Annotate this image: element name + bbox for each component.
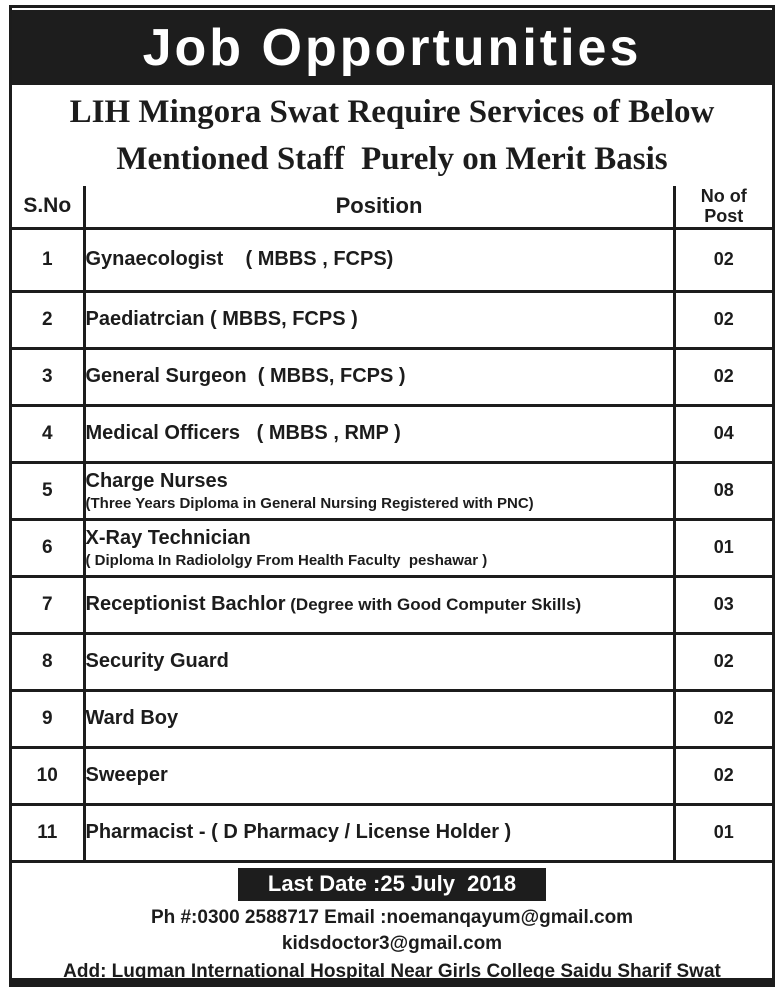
row-posts: 04 (672, 403, 772, 464)
row-position-detail: ( Diploma In Radiololgy From Health Facu… (85, 551, 488, 569)
ad-frame: Job Opportunities LIH Mingora Swat Requi… (9, 5, 775, 987)
header-posts: No of Post (672, 186, 772, 230)
header-sno: S.No (12, 186, 86, 230)
table-row: 11 Pharmacist - ( D Pharmacy / License H… (12, 802, 772, 863)
row-position-cell: Sweeper (82, 745, 676, 806)
row-posts: 01 (672, 802, 772, 863)
row-sno: 1 (12, 226, 86, 293)
row-position-cell: Security Guard (82, 631, 676, 692)
row-position: Ward Boy (85, 707, 179, 729)
row-posts: 08 (672, 460, 772, 521)
email-line2: kidsdoctor3@gmail.com (281, 932, 503, 954)
row-posts: 02 (672, 631, 772, 692)
row-position: Security Guard (85, 650, 229, 672)
subtitle-line2: Mentioned Staff Purely on Merit Basis (116, 140, 668, 177)
table-row: 10 Sweeper 02 (12, 745, 772, 806)
row-sno: 5 (12, 460, 86, 521)
row-position: Paediatrcian ( MBBS, FCPS ) (85, 308, 358, 330)
last-date-banner: Last Date :25 July 2018 (237, 867, 547, 901)
row-sno: 3 (12, 346, 86, 407)
job-table: S.No Position No of Post 1 Gynaecologist… (12, 186, 772, 863)
row-position-cell: General Surgeon ( MBBS, FCPS ) (82, 346, 676, 407)
ad-footer: Last Date :25 July 2018 Ph #:0300 258871… (12, 863, 772, 984)
row-position-cell: Receptionist Bachlor (Degree with Good C… (82, 574, 676, 635)
row-sno: 6 (12, 517, 86, 578)
table-row: 3 General Surgeon ( MBBS, FCPS ) 02 (12, 346, 772, 407)
row-position-cell: Medical Officers ( MBBS , RMP ) (82, 403, 676, 464)
row-posts: 03 (672, 574, 772, 635)
row-position: Pharmacist - ( D Pharmacy / License Hold… (85, 821, 512, 843)
job-table-body: 1 Gynaecologist ( MBBS , FCPS) 02 2 Paed… (12, 226, 772, 863)
header-position: Position (82, 186, 676, 230)
row-position-cell: Gynaecologist ( MBBS , FCPS) (82, 226, 676, 293)
table-row: 9 Ward Boy 02 (12, 688, 772, 749)
row-posts: 02 (672, 289, 772, 350)
subtitle-line1: LIH Mingora Swat Require Services of Bel… (69, 93, 715, 130)
table-row: 8 Security Guard 02 (12, 631, 772, 692)
table-row: 7 Receptionist Bachlor (Degree with Good… (12, 574, 772, 635)
row-position: Sweeper (85, 764, 168, 786)
row-sno: 10 (12, 745, 86, 806)
row-posts: 01 (672, 517, 772, 578)
row-posts: 02 (672, 745, 772, 806)
row-sno: 9 (12, 688, 86, 749)
table-row: 1 Gynaecologist ( MBBS , FCPS) 02 (12, 226, 772, 293)
table-row: 5 Charge Nurses (Three Years Diploma in … (12, 460, 772, 521)
table-row: 2 Paediatrcian ( MBBS, FCPS ) 02 (12, 289, 772, 350)
row-position: Gynaecologist ( MBBS , FCPS) (85, 248, 394, 270)
row-sno: 7 (12, 574, 86, 635)
row-posts: 02 (672, 688, 772, 749)
ad-title: Job Opportunities (142, 18, 642, 77)
address-line: Add: Luqman International Hospital Near … (63, 960, 721, 982)
row-posts: 02 (672, 226, 772, 293)
row-posts: 02 (672, 346, 772, 407)
row-position-cell: Pharmacist - ( D Pharmacy / License Hold… (82, 802, 676, 863)
title-banner: Job Opportunities (12, 10, 772, 85)
row-position-detail: (Three Years Diploma in General Nursing … (85, 494, 534, 512)
table-header-row: S.No Position No of Post (12, 186, 772, 230)
row-position-note: (Degree with Good Computer Skills) (285, 595, 582, 614)
ad-subtitle: LIH Mingora Swat Require Services of Bel… (12, 85, 772, 186)
row-position: Charge Nurses (85, 469, 228, 492)
table-row: 4 Medical Officers ( MBBS , RMP ) 04 (12, 403, 772, 464)
row-position-cell: Charge Nurses (Three Years Diploma in Ge… (82, 460, 676, 521)
row-position-cell: X-Ray Technician ( Diploma In Radiololgy… (82, 517, 676, 578)
row-sno: 11 (12, 802, 86, 863)
row-sno: 4 (12, 403, 86, 464)
row-position: General Surgeon ( MBBS, FCPS ) (85, 365, 406, 387)
row-position: X-Ray Technician (85, 526, 251, 549)
table-row: 6 X-Ray Technician ( Diploma In Radiolol… (12, 517, 772, 578)
row-position-cell: Ward Boy (82, 688, 676, 749)
row-sno: 2 (12, 289, 86, 350)
row-position: Medical Officers ( MBBS , RMP ) (85, 422, 401, 444)
row-position: Receptionist Bachlor (85, 593, 286, 615)
row-sno: 8 (12, 631, 86, 692)
phone-email-line: Ph #:0300 2588717 Email :noemanqayum@gma… (150, 906, 634, 928)
row-position-cell: Paediatrcian ( MBBS, FCPS ) (82, 289, 676, 350)
